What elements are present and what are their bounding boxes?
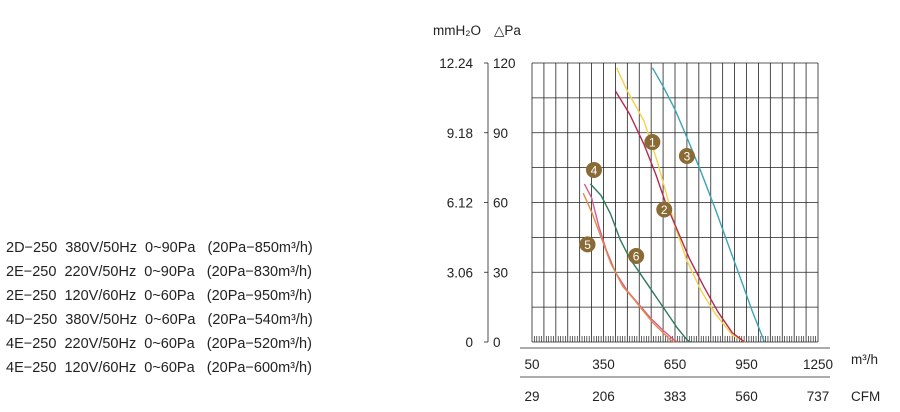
series-curve-2 (614, 90, 746, 343)
y-tick-label-pa: 0 (493, 335, 501, 350)
x-unit-cfm-label: CFM (851, 389, 881, 404)
series-badge-label-1: 1 (649, 136, 656, 150)
y-tick-label-mmh2o: 6.12 (447, 196, 473, 211)
spec-line-4d-250-380v: 4D−250 380V/50Hz 0~60Pa (20Pa−540m³/h) (6, 312, 313, 328)
series-badge-label-4: 4 (591, 163, 598, 177)
x-tick-label-cfm: 206 (592, 389, 615, 404)
y-tick-label-mmh2o: 12.24 (439, 56, 473, 71)
x-unit-m3h-label: m³/h (851, 352, 878, 367)
x-tick-label-m3h: 650 (664, 357, 687, 372)
y-unit-pa-label: △Pa (494, 23, 521, 38)
spec-line-2e-250-120v: 2E−250 120V/60Hz 0~60Pa (20Pa−950m³/h) (6, 288, 312, 304)
series-curve-4 (589, 183, 691, 343)
spec-line-2e-250-220v: 2E−250 220V/50Hz 0~90Pa (20Pa−830m³/h) (6, 264, 312, 280)
series-curve-6 (582, 192, 675, 343)
spec-line-4e-250-120v: 4E−250 120V/60Hz 0~60Pa (20Pa−600m³/h) (6, 360, 312, 376)
y-tick-label-pa: 30 (493, 265, 508, 280)
y-tick-label-mmh2o: 0 (465, 335, 473, 350)
x-tick-label-cfm: 737 (807, 389, 830, 404)
series-badge-6 (628, 247, 645, 264)
y-tick-label-pa: 60 (493, 196, 508, 211)
series-badge-1 (644, 134, 661, 151)
series-badge-2 (656, 201, 673, 218)
y-tick-label-mmh2o: 9.18 (447, 126, 473, 141)
y-tick-label-mmh2o: 3.06 (447, 265, 473, 280)
series-badge-label-5: 5 (584, 238, 591, 252)
x-tick-label-m3h: 1250 (803, 357, 833, 372)
spec-line-2d-250-380v: 2D−250 380V/50Hz 0~90Pa (20Pa−850m³/h) (6, 240, 313, 256)
series-badge-5 (579, 236, 596, 253)
x-tick-label-m3h: 50 (524, 357, 539, 372)
x-tick-label-cfm: 29 (524, 389, 539, 404)
series-badge-4 (585, 161, 602, 178)
series-curve-3 (651, 67, 766, 343)
series-badge-label-2: 2 (661, 203, 668, 217)
spec-line-4e-250-220v: 4E−250 220V/50Hz 0~60Pa (20Pa−520m³/h) (6, 336, 312, 352)
y-unit-mmh2o-label: mmH₂O (433, 23, 481, 38)
x-tick-label-m3h: 350 (592, 357, 615, 372)
x-tick-label-m3h: 950 (735, 357, 758, 372)
x-tick-label-cfm: 383 (664, 389, 687, 404)
y-tick-label-pa: 120 (493, 56, 516, 71)
y-tick-label-pa: 90 (493, 126, 508, 141)
series-badge-label-3: 3 (684, 150, 691, 164)
model-spec-list: 2D−250 380V/50Hz 0~90Pa (20Pa−850m³/h) 2… (6, 236, 313, 380)
x-tick-label-cfm: 560 (735, 389, 758, 404)
series-badge-label-6: 6 (633, 249, 640, 263)
series-badge-3 (678, 148, 695, 164)
